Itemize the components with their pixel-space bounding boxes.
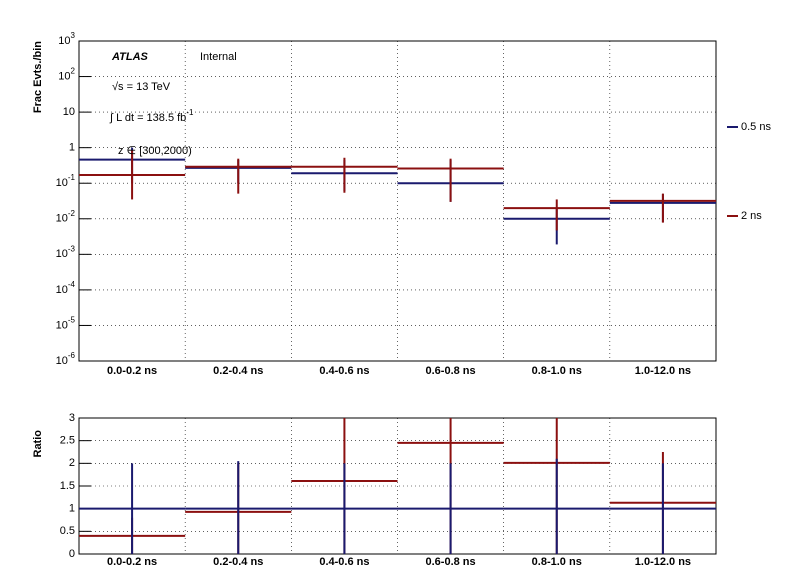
y-tick-label: 1 [69, 503, 75, 515]
y-tick-label: 1 [69, 142, 75, 154]
x-tick-label: 0.4-0.6 ns [319, 365, 369, 377]
y-axis-label: Frac Evts./bin [32, 41, 44, 113]
atlas-label: ATLAS [111, 51, 149, 63]
x-tick-label: 0.2-0.4 ns [213, 556, 263, 568]
x-tick-label: 0.8-1.0 ns [532, 556, 582, 568]
y-tick-label: 10-1 [56, 173, 76, 189]
y-tick-label: 103 [58, 31, 75, 47]
y-tick-label: 10-2 [56, 209, 76, 225]
y-tick-label: 102 [58, 67, 75, 83]
x-tick-label: 0.0-0.2 ns [107, 556, 157, 568]
y-tick-label: 10-3 [56, 244, 76, 260]
series-layer [79, 147, 716, 245]
x-tick-label: 0.6-0.8 ns [426, 365, 476, 377]
legend-label: 0.5 ns [741, 121, 771, 133]
y-tick-label: 10-4 [56, 280, 76, 296]
y-tick-label: 0 [69, 548, 75, 560]
energy-label: √s = 13 TeV [112, 81, 171, 93]
y-tick-label: 10 [63, 106, 75, 118]
y-axis-label: Ratio [32, 430, 44, 458]
x-tick-label: 0.6-0.8 ns [426, 556, 476, 568]
status-label: Internal [200, 51, 237, 63]
y-tick-label: 2 [69, 457, 75, 469]
y-tick-label: 1.5 [60, 480, 75, 492]
x-tick-label: 0.4-0.6 ns [319, 556, 369, 568]
y-tick-label: 3 [69, 412, 75, 424]
series-layer [79, 418, 716, 554]
x-tick-label: 0.0-0.2 ns [107, 365, 157, 377]
legend-label: 2 ns [741, 210, 762, 222]
x-tick-label: 0.2-0.4 ns [213, 365, 263, 377]
panel: 10-6 10-5 10-4 10-3 10-2 10-1 1 10 102 103 0.0-0.2… [32, 31, 772, 377]
panel: 0 0.5 1 1.5 2 2.5 3 0.0-0.2 ns 0.2-0.4 ns 0.4-0.6… [32, 412, 717, 568]
x-tick-label: 1.0-12.0 ns [635, 365, 691, 377]
y-tick-label: 10-6 [56, 351, 76, 367]
selection-label: z ∈ [300,2000) [118, 145, 192, 157]
x-tick-label: 0.8-1.0 ns [532, 365, 582, 377]
y-tick-label: 2.5 [60, 435, 75, 447]
y-tick-label: 0.5 [60, 525, 75, 537]
y-tick-label: 10-5 [56, 316, 76, 332]
lumi-label: ∫ L dt = 138.5 fb-1 [109, 108, 194, 124]
x-tick-label: 1.0-12.0 ns [635, 556, 691, 568]
